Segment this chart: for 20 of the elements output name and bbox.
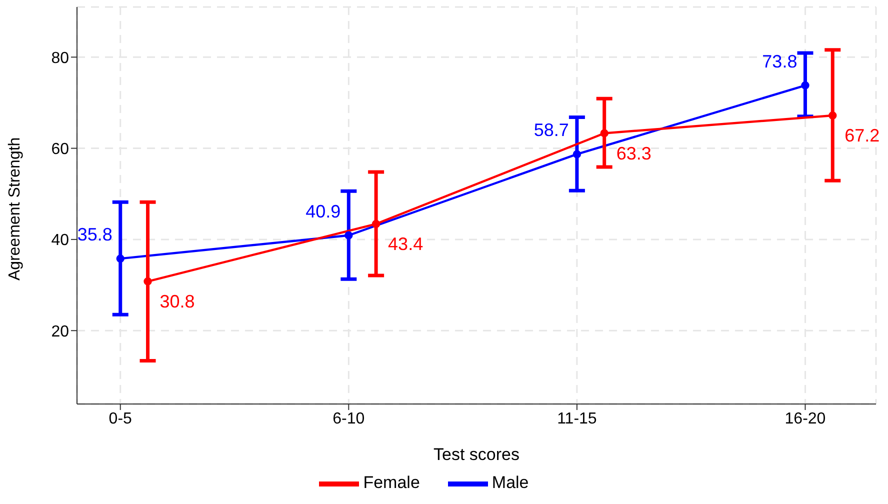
data-label: 63.3 (616, 143, 652, 164)
legend-label: Female (363, 473, 420, 492)
y-tick-label: 60 (51, 140, 70, 158)
y-tick-label: 80 (51, 50, 70, 67)
data-label: 30.8 (160, 291, 195, 312)
x-tick-label: 6-10 (332, 410, 365, 428)
x-tick-label: 0-5 (108, 410, 132, 428)
y-axis-title: Agreement Strength (6, 137, 24, 280)
x-tick-label: 16-20 (784, 410, 826, 428)
data-label: 58.7 (534, 120, 569, 140)
x-axis-title: Test scores (434, 445, 520, 464)
data-label: 40.9 (306, 201, 341, 222)
data-label: 35.8 (77, 224, 112, 245)
data-label: 67.2 (844, 125, 880, 146)
data-label: 43.4 (388, 234, 424, 254)
y-tick-label: 40 (51, 232, 70, 250)
data-label: 73.8 (762, 51, 798, 72)
y-tick-label: 20 (51, 323, 70, 340)
x-tick-label: 11-15 (557, 410, 597, 428)
legend-label: Male (492, 473, 529, 492)
